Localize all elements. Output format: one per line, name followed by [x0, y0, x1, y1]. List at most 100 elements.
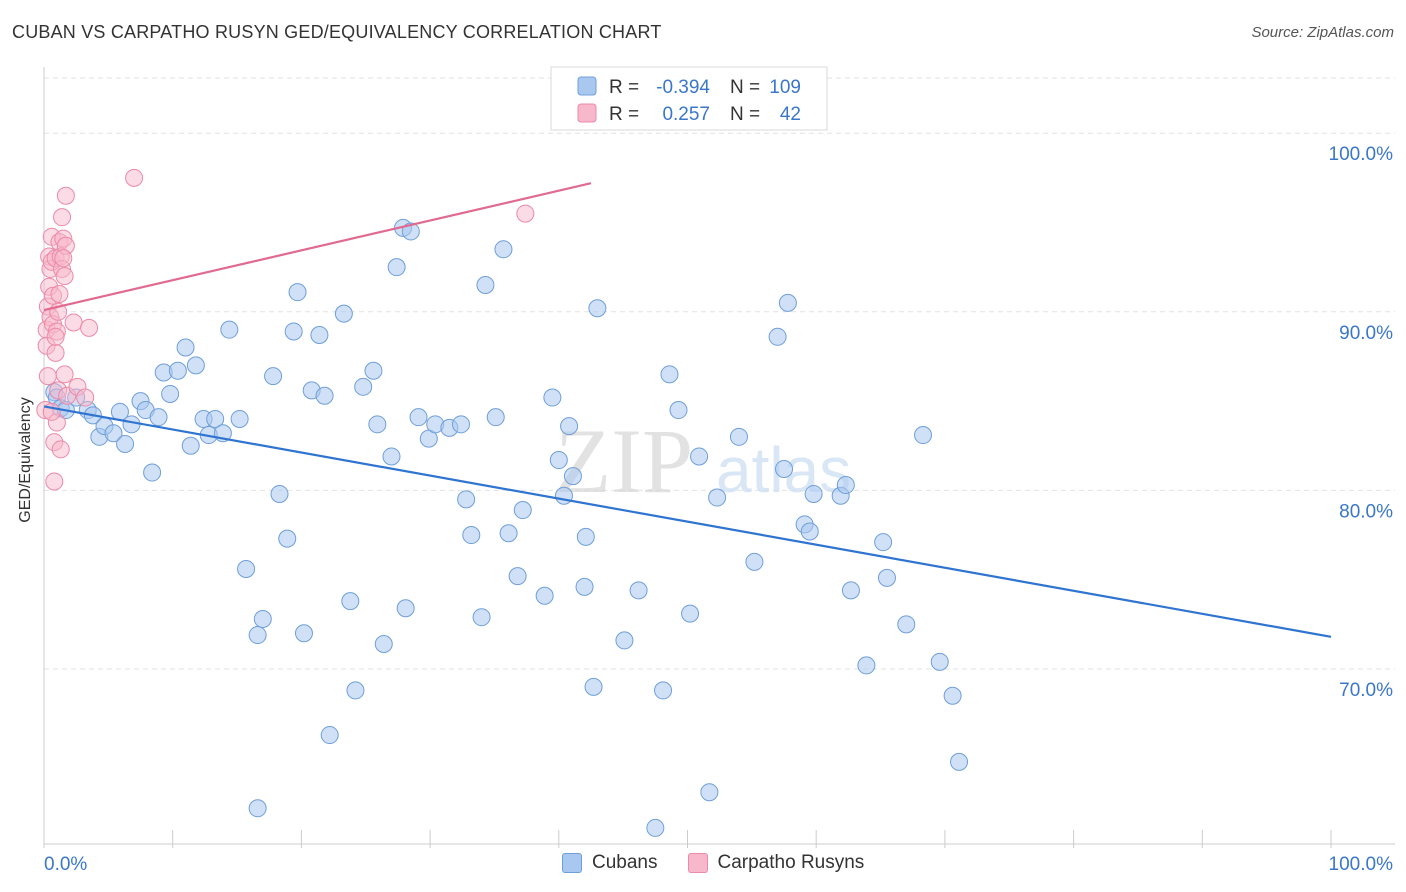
data-point-cubans [486, 408, 505, 427]
y-tick-label: 80.0% [1339, 501, 1393, 522]
data-point-cubans [745, 552, 764, 571]
legend-n-value-rusyns: 42 [780, 104, 801, 125]
data-point-cubans [646, 818, 665, 837]
data-point-cubans [387, 258, 406, 277]
data-point-cubans [584, 677, 603, 696]
data-point-cubans [253, 609, 272, 628]
data-point-cubans [230, 409, 249, 428]
data-point-rusyns [38, 367, 57, 386]
source-label: Source: ZipAtlas.com [1251, 24, 1394, 41]
correlation-legend: R = -0.394 N = 109 R = 0.257 N = 42 [550, 66, 828, 131]
data-point-rusyns [64, 313, 83, 332]
data-point-cubans [629, 581, 648, 600]
legend-r-value-cubans: -0.394 [656, 77, 710, 98]
data-point-cubans [341, 592, 360, 611]
data-point-cubans [778, 293, 797, 312]
data-point-rusyns [80, 318, 99, 337]
data-point-cubans [768, 327, 787, 346]
data-point-rusyns [56, 186, 75, 205]
data-point-cubans [535, 586, 554, 605]
data-point-cubans [775, 459, 794, 478]
data-point-cubans [220, 320, 239, 339]
legend-r-value-rusyns: 0.257 [662, 104, 710, 125]
data-point-cubans [494, 240, 513, 259]
data-point-cubans [943, 686, 962, 705]
data-point-cubans [472, 608, 491, 627]
data-point-cubans [248, 799, 267, 818]
data-point-cubans [264, 367, 283, 386]
grid-lines [44, 77, 1395, 670]
data-point-cubans [549, 451, 568, 470]
y-tick-label: 70.0% [1339, 680, 1393, 701]
data-point-cubans [897, 615, 916, 634]
legend-swatch-cubans-bottom [562, 853, 582, 873]
data-point-cubans [354, 377, 373, 396]
legend-n-label-2: N = [730, 104, 760, 125]
data-point-cubans [615, 631, 634, 650]
legend-item-cubans[interactable]: Cubans [562, 852, 658, 874]
legend-n-label-1: N = [730, 77, 760, 98]
legend-label-rusyns: Carpatho Rusyns [717, 852, 865, 873]
data-point-cubans [930, 652, 949, 671]
data-point-rusyns [46, 343, 65, 362]
data-point-cubans [575, 577, 594, 596]
data-point-cubans [278, 529, 297, 548]
series-rusyns [36, 168, 535, 491]
data-point-cubans [462, 526, 481, 545]
data-point-rusyns [516, 204, 535, 223]
data-point-cubans [914, 426, 933, 445]
legend-item-rusyns[interactable]: Carpatho Rusyns [687, 852, 865, 874]
data-point-cubans [396, 599, 415, 618]
data-point-cubans [364, 361, 383, 380]
data-point-cubans [654, 681, 673, 700]
data-point-cubans [700, 783, 719, 802]
data-point-cubans [284, 322, 303, 341]
x-tick-label-min: 0.0% [44, 854, 87, 875]
data-point-cubans [382, 447, 401, 466]
data-point-cubans [669, 401, 688, 420]
data-point-cubans [513, 501, 532, 520]
data-point-cubans [804, 484, 823, 503]
chart-title: CUBAN VS CARPATHO RUSYN GED/EQUIVALENCY … [12, 22, 662, 42]
data-point-cubans [508, 567, 527, 586]
data-point-cubans [368, 415, 387, 434]
data-point-cubans [563, 467, 582, 486]
data-point-rusyns [54, 249, 73, 268]
data-point-cubans [877, 568, 896, 587]
data-point-rusyns [76, 388, 95, 407]
data-point-cubans [315, 386, 334, 405]
data-point-cubans [143, 463, 162, 482]
data-point-cubans [186, 356, 205, 375]
data-point-rusyns [51, 440, 70, 459]
data-point-cubans [270, 484, 289, 503]
data-point-cubans [116, 434, 135, 453]
data-point-cubans [499, 524, 518, 543]
data-point-cubans [451, 415, 470, 434]
legend-label-cubans: Cubans [592, 852, 658, 873]
series-cubans [45, 218, 969, 837]
data-point-cubans [560, 417, 579, 436]
data-point-cubans [104, 424, 123, 443]
tick-labels: 70.0% 80.0% 90.0% 100.0% 0.0% 100.0% [44, 144, 1393, 875]
trend-line-cubans [43, 405, 1332, 638]
trend-line-rusyns [43, 182, 592, 312]
data-point-cubans [800, 522, 819, 541]
data-point-cubans [310, 326, 329, 345]
data-point-rusyns [45, 472, 64, 491]
data-point-cubans [248, 626, 267, 645]
data-point-cubans [401, 222, 420, 241]
data-point-rusyns [55, 267, 74, 286]
data-point-cubans [543, 388, 562, 407]
data-point-cubans [588, 299, 607, 318]
data-point-rusyns [53, 208, 72, 227]
data-point-rusyns [50, 284, 69, 303]
axes [43, 67, 1395, 848]
series-legend: Cubans Carpatho Rusyns [562, 852, 894, 874]
data-point-cubans [708, 488, 727, 507]
data-point-cubans [690, 447, 709, 466]
data-point-cubans [288, 283, 307, 302]
x-tick-label-max: 100.0% [1329, 854, 1394, 875]
data-point-cubans [149, 408, 168, 427]
data-point-cubans [181, 436, 200, 455]
data-point-cubans [576, 527, 595, 546]
